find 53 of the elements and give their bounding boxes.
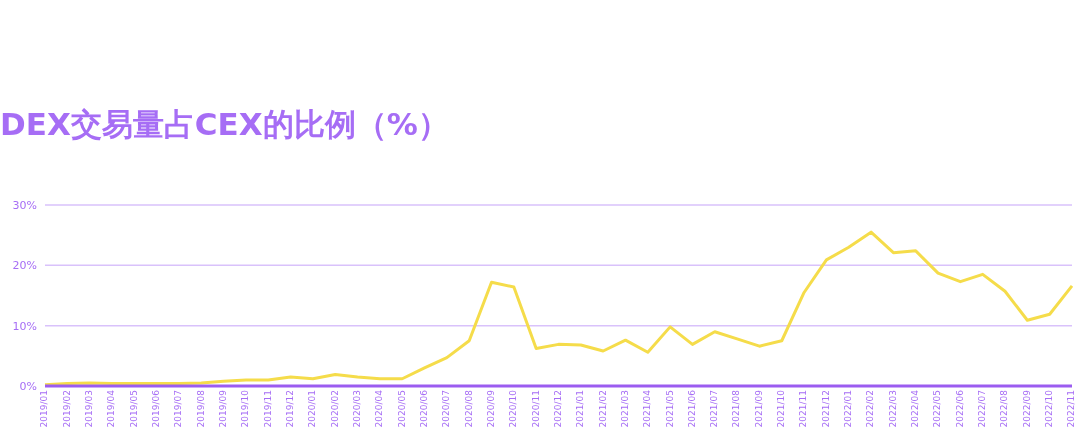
x-tick-label: 2021/10	[776, 389, 787, 428]
x-tick-label: 2022/06	[954, 389, 965, 428]
x-tick-label: 2021/04	[642, 389, 653, 428]
chart-title: DEX交易量占CEX的比例（%）	[0, 105, 449, 144]
x-tick-label: 2020/06	[418, 389, 429, 428]
x-tick-label: 2019/07	[173, 390, 184, 428]
x-tick-label: 2019/08	[195, 389, 206, 428]
x-tick-label: 2019/12	[284, 390, 295, 428]
x-tick-label: 2021/07	[709, 390, 720, 428]
x-tick-label: 2020/12	[552, 390, 563, 428]
x-tick-label: 2021/05	[664, 390, 675, 428]
x-tick-label: 2019/04	[106, 389, 117, 428]
y-tick-label: 10%	[12, 319, 37, 333]
x-tick-label: 2019/06	[151, 389, 162, 428]
x-tick-label: 2022/04	[910, 389, 921, 428]
x-tick-label: 2021/09	[753, 389, 764, 428]
x-tick-label: 2021/03	[619, 390, 630, 428]
x-tick-label: 2021/11	[798, 390, 809, 428]
x-tick-label: 2019/02	[61, 390, 72, 428]
line-series	[43, 230, 1074, 386]
x-tick-label: 2019/11	[262, 390, 273, 428]
x-tick-label: 2022/02	[865, 390, 876, 428]
x-tick-label: 2022/07	[977, 390, 988, 428]
x-tick-label: 2020/10	[508, 389, 519, 428]
x-tick-label: 2020/08	[463, 389, 474, 428]
y-tick-label: 30%	[12, 198, 37, 212]
x-tick-label: 2021/02	[597, 390, 608, 428]
x-tick-label: 2020/02	[329, 390, 340, 428]
x-tick-label: 2020/09	[485, 389, 496, 428]
x-tick-label: 2022/05	[932, 390, 943, 428]
x-tick-label: 2022/10	[1044, 389, 1055, 428]
x-tick-label: 2020/03	[351, 390, 362, 428]
x-tick-label: 2021/06	[686, 389, 697, 428]
x-tick-label: 2021/01	[575, 390, 586, 428]
x-tick-label: 2020/04	[374, 389, 385, 428]
x-tick-label: 2019/01	[39, 390, 50, 428]
x-tick-label: 2021/12	[820, 390, 831, 428]
x-tick-label: 2020/05	[396, 390, 407, 428]
x-tick-label: 2022/03	[887, 390, 898, 428]
x-tick-label: 2020/01	[307, 390, 318, 428]
x-tick-label: 2020/11	[530, 390, 541, 428]
x-tick-label: 2022/09	[1021, 389, 1032, 428]
x-tick-label: 2022/01	[843, 390, 854, 428]
x-tick-label: 2021/08	[731, 389, 742, 428]
x-tick-label: 2020/07	[441, 390, 452, 428]
y-tick-label: 20%	[12, 259, 37, 273]
x-tick-label: 2019/05	[128, 390, 139, 428]
x-tick-label: 2019/10	[240, 389, 251, 428]
x-tick-label: 2022/08	[999, 389, 1010, 428]
x-tick-label: 2022/11	[1066, 390, 1077, 428]
x-tick-label: 2019/09	[218, 389, 228, 428]
x-tick-label: 2019/03	[84, 390, 95, 428]
y-tick-label: 0%	[19, 379, 37, 393]
